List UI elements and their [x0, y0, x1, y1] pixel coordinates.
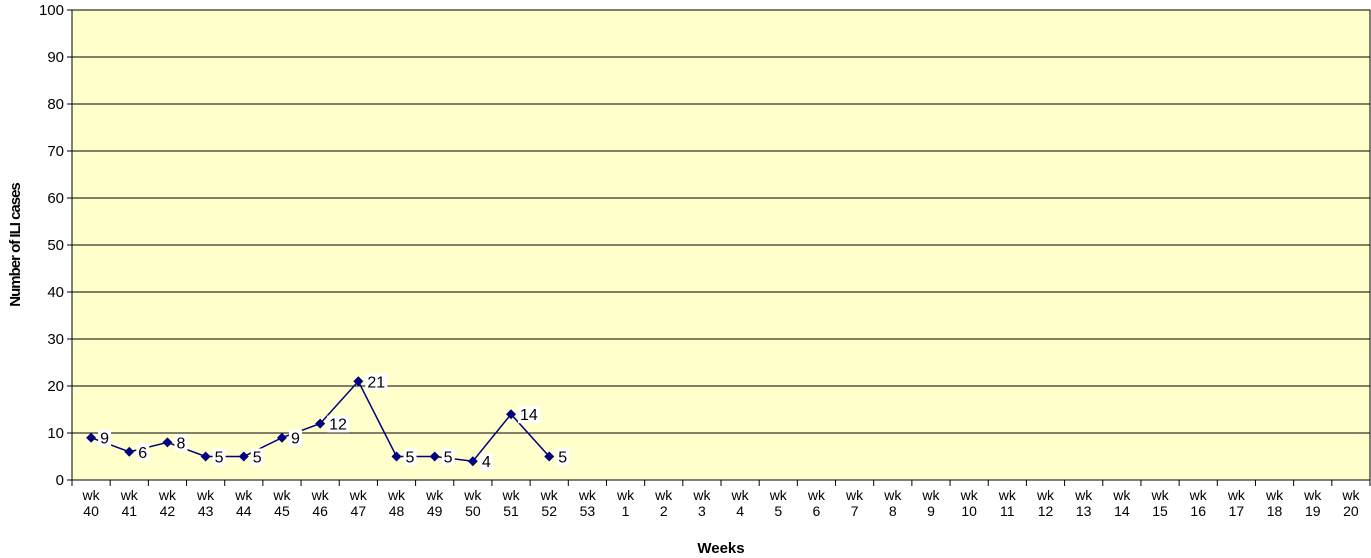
x-tick-label: wk 51	[501, 487, 520, 519]
x-tick-label: wk 45	[272, 487, 291, 519]
y-tick-label: 10	[47, 425, 64, 442]
x-tick-label: wk 16	[1189, 487, 1208, 519]
y-tick-label: 0	[56, 472, 64, 489]
data-label-bg	[174, 434, 188, 452]
x-tick-label: wk 7	[845, 487, 864, 519]
data-point	[391, 451, 402, 462]
data-label: 14	[520, 407, 538, 424]
data-label-bg	[365, 373, 388, 391]
x-tick-label: wk 48	[387, 487, 406, 519]
data-point	[276, 432, 287, 443]
data-label-bg	[327, 415, 350, 433]
x-tick-label: wk 53	[578, 487, 597, 519]
x-tick-label: wk 41	[120, 487, 139, 519]
y-axis-ticks: 0 10 20 30 40 50 60 70 80 90 100	[39, 2, 72, 489]
data-label-bg	[441, 448, 455, 466]
data-label: 8	[176, 435, 185, 452]
x-tick-label: wk 47	[349, 487, 368, 519]
x-tick-label: wk 20	[1341, 487, 1360, 519]
data-label-bg	[250, 448, 264, 466]
data-label-bg	[288, 429, 302, 447]
x-tick-label: wk 18	[1265, 487, 1284, 519]
y-tick-label: 30	[47, 331, 64, 348]
x-tick-label: wk 11	[998, 487, 1017, 519]
x-tick-label: wk 46	[311, 487, 330, 519]
gridlines	[72, 9, 1370, 481]
x-tick-label: wk 17	[1227, 487, 1246, 519]
data-label: 5	[444, 450, 453, 467]
x-tick-label: wk 4	[731, 487, 750, 519]
data-label: 9	[291, 431, 300, 448]
data-label: 12	[329, 417, 347, 434]
x-tick-label: wk 49	[425, 487, 444, 519]
x-axis-ticks: wk 40 wk 41 wk 42 wk 43 wk 44 wk 45 wk 46 wk 47 wk 48 wk 49…	[71, 480, 1371, 519]
x-tick-label: wk 3	[692, 487, 711, 519]
data-label: 21	[367, 374, 385, 391]
x-axis-title: Weeks	[697, 540, 744, 557]
x-tick-label: wk 10	[960, 487, 979, 519]
data-label-bg	[212, 448, 226, 466]
x-tick-label: wk 44	[234, 487, 253, 519]
data-label: 9	[100, 431, 109, 448]
data-point	[238, 451, 249, 462]
y-axis-title: Number of ILI cases	[7, 183, 24, 307]
data-label: 5	[558, 450, 567, 467]
x-tick-label: wk 40	[82, 487, 101, 519]
x-tick-label: wk 2	[654, 487, 673, 519]
data-point	[315, 418, 326, 429]
data-label-bg	[518, 406, 541, 424]
data-point	[200, 451, 211, 462]
data-point	[124, 446, 135, 457]
x-tick-label: wk 8	[883, 487, 902, 519]
x-tick-label: wk 1	[616, 487, 635, 519]
y-tick-label: 40	[47, 284, 64, 301]
data-point	[86, 432, 97, 443]
x-tick-label: wk 15	[1150, 487, 1169, 519]
x-tick-label: wk 12	[1036, 487, 1055, 519]
x-tick-label: wk 50	[463, 487, 482, 519]
data-label-bg	[556, 448, 570, 466]
y-tick-label: 60	[47, 190, 64, 207]
y-tick-label: 20	[47, 378, 64, 395]
data-point	[353, 376, 364, 387]
x-tick-label: wk 14	[1112, 487, 1131, 519]
y-tick-label: 90	[47, 49, 64, 66]
x-tick-label: wk 13	[1074, 487, 1093, 519]
y-tick-label: 50	[47, 237, 64, 254]
x-tick-label: wk 5	[769, 487, 788, 519]
data-label-bg	[479, 453, 493, 471]
x-tick-label: wk 42	[158, 487, 177, 519]
x-tick-label: wk 6	[807, 487, 826, 519]
y-tick-label: 80	[47, 96, 64, 113]
x-tick-label: wk 19	[1303, 487, 1322, 519]
data-point	[162, 437, 173, 448]
x-tick-label: wk 43	[196, 487, 215, 519]
data-point	[544, 451, 555, 462]
data-point	[429, 451, 440, 462]
data-point	[467, 456, 478, 467]
data-label: 5	[406, 450, 415, 467]
data-label-bg	[136, 443, 150, 461]
x-tick-label: wk 52	[540, 487, 559, 519]
data-label-bg	[403, 448, 417, 466]
data-label: 4	[482, 454, 491, 471]
data-point	[506, 409, 517, 420]
series-layer: 9 6 8 5 5 9 12 21 5 5 4 14 5	[86, 373, 570, 471]
y-tick-label: 70	[47, 143, 64, 160]
y-tick-label: 100	[39, 2, 64, 19]
x-tick-label: wk 9	[921, 487, 940, 519]
data-label: 6	[138, 445, 147, 462]
data-label: 5	[253, 450, 262, 467]
data-label: 5	[215, 450, 224, 467]
data-label-bg	[98, 429, 112, 447]
